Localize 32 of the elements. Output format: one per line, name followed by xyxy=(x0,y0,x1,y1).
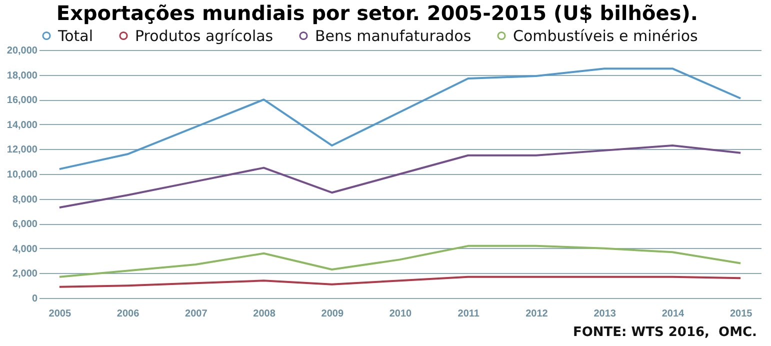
y-tick-label: 12,000 xyxy=(6,144,38,156)
line-series xyxy=(58,144,742,208)
x-tick-label: 2008 xyxy=(253,308,276,320)
x-tick-label: 2015 xyxy=(730,308,753,320)
x-tick-label: 2007 xyxy=(185,308,208,320)
line-series xyxy=(58,68,742,170)
legend-label: Combustíveis e minérios xyxy=(513,26,698,45)
y-tick-label: 8,000 xyxy=(12,194,38,206)
legend-label: Total xyxy=(57,26,94,45)
source-note: FONTE: WTS 2016, OMC. xyxy=(572,325,757,340)
legend-label: Bens manufaturados xyxy=(315,26,472,45)
x-tick-label: 2006 xyxy=(116,308,140,320)
y-tick-label: 14,000 xyxy=(6,120,38,131)
legend-label: Produtos agrícolas xyxy=(135,26,274,45)
y-tick-label: 10,000 xyxy=(6,170,38,180)
line-series xyxy=(58,276,742,288)
y-tick-label: 18,000 xyxy=(6,70,38,82)
y-tick-label: 0 xyxy=(32,294,38,304)
x-tick-label: 2005 xyxy=(48,308,72,320)
x-tick-label: 2012 xyxy=(526,308,548,320)
x-tick-label: 2011 xyxy=(458,308,480,320)
x-tick-label: 2010 xyxy=(389,308,412,320)
x-tick-label: 2013 xyxy=(594,308,616,320)
y-tick-label: 4,000 xyxy=(12,244,38,255)
y-tick-label: 20,000 xyxy=(6,46,38,56)
x-tick-label: 2014 xyxy=(662,308,685,320)
x-tick-label: 2009 xyxy=(321,308,344,320)
line-series xyxy=(58,244,742,278)
y-tick-label: 6,000 xyxy=(12,219,38,230)
chart-title: Exportações mundiais por setor. 2005-2015 (U$ bilhões). xyxy=(56,1,698,25)
y-tick-label: 16,000 xyxy=(6,95,38,106)
y-tick-label: 2,000 xyxy=(12,268,38,280)
